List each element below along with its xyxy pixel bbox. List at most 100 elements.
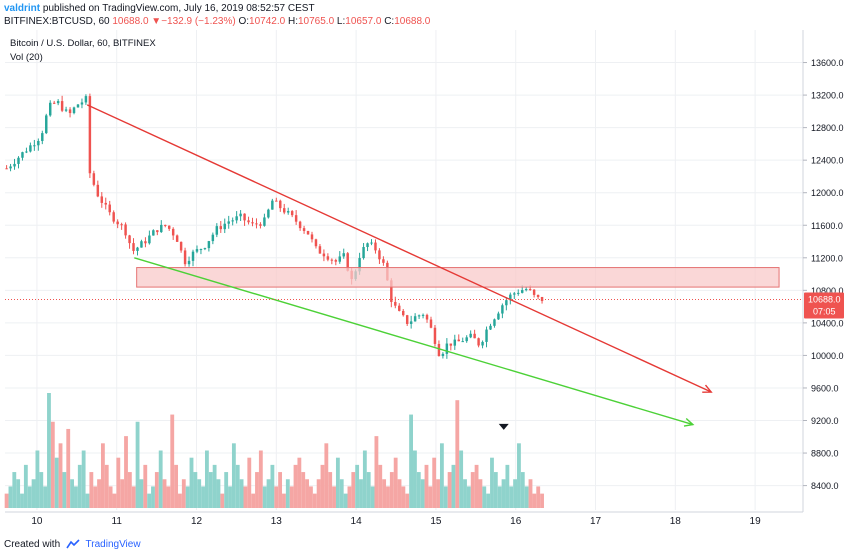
symbol-label: BITFINEX:BTCUSD, 60 xyxy=(4,16,110,27)
candle-body xyxy=(417,315,421,317)
volume-bar xyxy=(189,457,194,508)
candle-body xyxy=(409,321,413,324)
volume-bar xyxy=(8,486,13,508)
volume-bar xyxy=(370,486,375,508)
volume-bar xyxy=(23,464,28,508)
candle-body xyxy=(104,202,107,205)
candle-body xyxy=(156,230,159,233)
candle-body xyxy=(21,152,24,158)
candle-body xyxy=(318,246,322,254)
volume-bar xyxy=(420,479,425,508)
candle-body xyxy=(528,289,532,291)
volume-bar xyxy=(243,486,248,508)
volume-bar xyxy=(231,443,236,508)
volume-bar xyxy=(443,486,448,508)
candle-body xyxy=(120,224,123,226)
candle-body xyxy=(520,290,524,293)
volume-bar xyxy=(497,486,502,508)
volume-bar xyxy=(139,479,144,508)
candle-body xyxy=(64,109,68,111)
volume-bar xyxy=(258,450,263,508)
y-tick-label: 10800.0 xyxy=(811,286,844,296)
candle-body xyxy=(457,339,460,342)
y-tick-label: 8800.0 xyxy=(811,449,839,459)
price-tag xyxy=(804,292,844,319)
candle-body xyxy=(441,353,445,357)
candle-body xyxy=(267,209,270,218)
volume-bar xyxy=(39,472,44,508)
volume-bar xyxy=(251,493,256,508)
y-tick-label: 12400.0 xyxy=(811,156,844,166)
candle-body xyxy=(76,104,80,108)
volume-bar xyxy=(216,479,221,508)
volume-bar xyxy=(197,479,202,508)
candle-body xyxy=(96,184,100,197)
candle-body xyxy=(358,258,361,272)
candle-body xyxy=(326,256,330,260)
close-label: C: xyxy=(384,16,395,27)
candle-body xyxy=(116,221,119,225)
candle-body xyxy=(294,215,298,222)
candle-body xyxy=(310,234,314,240)
candle-body xyxy=(88,96,92,174)
volume-bar xyxy=(309,486,313,508)
volume-bar xyxy=(97,479,101,508)
volume-bar xyxy=(366,472,371,508)
volume-bar xyxy=(501,479,506,508)
candle-body xyxy=(167,225,171,229)
volume-bar xyxy=(328,472,333,508)
volume-bar xyxy=(413,450,417,508)
volume-bar xyxy=(432,457,437,508)
volume-bar xyxy=(181,479,186,508)
y-tick-label: 10000.0 xyxy=(811,351,844,361)
footer: Created with TradingView xyxy=(4,539,141,550)
x-tick-label: 13 xyxy=(271,516,283,527)
y-tick-label: 12000.0 xyxy=(811,188,844,198)
green-trend-line-arrowhead xyxy=(683,417,695,427)
x-tick-label: 19 xyxy=(750,516,762,527)
volume-label: Vol (20) xyxy=(10,52,43,63)
volume-bar xyxy=(305,479,309,508)
volume-bar xyxy=(247,457,252,508)
candle-body xyxy=(215,226,219,235)
volume-bar xyxy=(301,472,306,508)
candle-body xyxy=(187,260,191,265)
volume-bar xyxy=(235,464,240,508)
candle-body xyxy=(108,204,111,213)
candle-body xyxy=(342,253,345,257)
candle-body xyxy=(477,338,480,346)
candle-body xyxy=(112,212,115,222)
volume-bar xyxy=(178,493,182,508)
volume-bar xyxy=(351,472,356,508)
volume-bar xyxy=(81,450,86,508)
volume-bar xyxy=(455,400,460,508)
candle-body xyxy=(72,107,76,114)
candle-body xyxy=(29,145,32,152)
tradingview-brand[interactable]: TradingView xyxy=(85,539,141,550)
candle-body xyxy=(489,325,492,330)
price-chart[interactable]: 8400.0 8800.0 9200.0 9600.0 10000.0 10400.0 10… xyxy=(0,0,850,535)
candle-body xyxy=(199,249,203,251)
green-trend-line xyxy=(134,257,694,426)
candle-body xyxy=(433,327,437,344)
y-tick-label: 10400.0 xyxy=(811,318,844,328)
volume-bar xyxy=(255,472,259,508)
y-tick-label: 9600.0 xyxy=(811,383,839,393)
volume-bar xyxy=(409,414,413,508)
volume-bar xyxy=(16,479,21,508)
publish-info: published on TradingView.com, July 16, 2… xyxy=(42,3,315,14)
volume-bar xyxy=(505,464,510,508)
open-label: O: xyxy=(238,16,250,27)
candle-body xyxy=(239,213,242,217)
candle-body xyxy=(84,96,88,103)
volume-bar xyxy=(266,479,271,508)
volume-bar xyxy=(158,450,163,508)
candle-body xyxy=(473,333,476,339)
candle-body xyxy=(231,220,234,222)
author-name[interactable]: valdrint xyxy=(4,3,41,14)
volume-bar xyxy=(332,486,336,508)
candle-body xyxy=(25,151,28,153)
candle-body xyxy=(314,239,318,247)
volume-bar xyxy=(324,443,329,508)
volume-bar xyxy=(85,493,90,508)
